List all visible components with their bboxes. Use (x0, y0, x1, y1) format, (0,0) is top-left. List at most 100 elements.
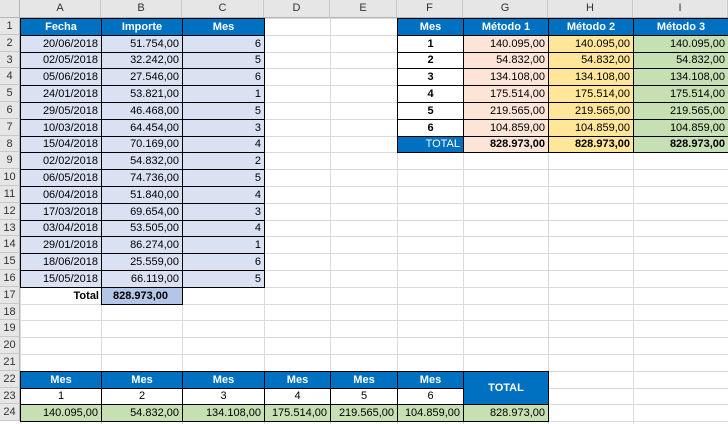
importe-cell[interactable]: 25.559,00 (101, 253, 183, 271)
total-cell[interactable]: 828.973,00 (633, 136, 728, 153)
importe-cell[interactable]: 53.821,00 (101, 85, 183, 103)
importe-cell[interactable]: 51.754,00 (101, 35, 183, 53)
mes-cell[interactable]: 5 (397, 102, 464, 120)
metodo1-cell[interactable]: 175.514,00 (463, 85, 549, 103)
bottom-value-cell[interactable]: 219.565,00 (330, 404, 398, 422)
bottom-month-cell[interactable]: 6 (397, 388, 464, 405)
metodo3-cell[interactable]: 134.108,00 (633, 68, 728, 86)
bottom-header-cell[interactable]: Mes (264, 371, 331, 389)
column-header[interactable]: B (101, 0, 182, 18)
right-header-cell[interactable]: Método 3 (633, 18, 728, 36)
fecha-cell[interactable]: 17/03/2018 (20, 203, 102, 221)
metodo3-cell[interactable]: 219.565,00 (633, 102, 728, 120)
total-value-cell[interactable]: 828.973,00 (101, 287, 183, 305)
row-header[interactable]: 9 (0, 152, 20, 169)
row-header[interactable]: 19 (0, 320, 20, 337)
metodo1-cell[interactable]: 219.565,00 (463, 102, 549, 120)
right-header-cell[interactable]: Mes (397, 18, 464, 36)
mes-cell[interactable]: 1 (397, 35, 464, 53)
mes-cell[interactable]: 4 (397, 85, 464, 103)
row-header[interactable]: 6 (0, 102, 20, 119)
metodo2-cell[interactable]: 104.859,00 (548, 119, 634, 137)
column-header[interactable]: I (633, 0, 728, 18)
mes-cell[interactable]: 6 (182, 253, 265, 271)
bottom-month-cell[interactable]: 5 (330, 388, 398, 405)
mes-cell[interactable]: 5 (182, 270, 265, 288)
mes-cell[interactable]: 2 (182, 152, 265, 170)
metodo1-cell[interactable]: 134.108,00 (463, 68, 549, 86)
mes-cell[interactable]: 2 (397, 52, 464, 69)
mes-cell[interactable]: 4 (182, 220, 265, 237)
row-header[interactable]: 22 (0, 371, 20, 388)
mes-cell[interactable]: 4 (182, 186, 265, 204)
importe-cell[interactable]: 70.169,00 (101, 136, 183, 153)
right-header-cell[interactable]: Método 1 (463, 18, 549, 36)
bottom-month-cell[interactable]: 4 (264, 388, 331, 405)
row-header[interactable]: 1 (0, 18, 20, 35)
total-label[interactable]: Total (73, 290, 99, 302)
row-header[interactable]: 15 (0, 253, 20, 270)
bottom-value-cell[interactable]: 104.859,00 (397, 404, 464, 422)
fecha-cell[interactable]: 29/05/2018 (20, 102, 102, 120)
column-header[interactable]: F (397, 0, 463, 18)
row-header[interactable]: 17 (0, 287, 20, 304)
fecha-cell[interactable]: 02/05/2018 (20, 52, 102, 69)
fecha-cell[interactable]: 10/03/2018 (20, 119, 102, 137)
metodo2-cell[interactable]: 219.565,00 (548, 102, 634, 120)
mes-cell[interactable]: 3 (397, 68, 464, 86)
row-header[interactable]: 18 (0, 304, 20, 320)
mes-cell[interactable]: 6 (397, 119, 464, 137)
bottom-value-cell[interactable]: 134.108,00 (182, 404, 265, 422)
fecha-cell[interactable]: 18/06/2018 (20, 253, 102, 271)
row-header[interactable]: 14 (0, 236, 20, 253)
metodo3-cell[interactable]: 175.514,00 (633, 85, 728, 103)
row-header[interactable]: 21 (0, 354, 20, 371)
importe-cell[interactable]: 32.242,00 (101, 52, 183, 69)
metodo1-cell[interactable]: 104.859,00 (463, 119, 549, 137)
importe-cell[interactable]: 74.736,00 (101, 169, 183, 187)
fecha-cell[interactable]: 06/04/2018 (20, 186, 102, 204)
row-header[interactable]: 13 (0, 220, 20, 236)
importe-cell[interactable]: 64.454,00 (101, 119, 183, 137)
fecha-cell[interactable]: 29/01/2018 (20, 236, 102, 254)
fecha-cell[interactable]: 02/02/2018 (20, 152, 102, 170)
left-header-cell[interactable]: Mes (182, 18, 265, 36)
bottom-total-value[interactable]: 828.973,00 (463, 404, 549, 422)
row-header[interactable]: 12 (0, 203, 20, 220)
mes-cell[interactable]: 3 (182, 203, 265, 221)
metodo1-cell[interactable]: 140.095,00 (463, 35, 549, 53)
total-label[interactable]: TOTAL (397, 136, 464, 153)
importe-cell[interactable]: 53.505,00 (101, 220, 183, 237)
left-header-cell[interactable]: Fecha (20, 18, 102, 36)
fecha-cell[interactable]: 20/06/2018 (20, 35, 102, 53)
total-cell[interactable]: 828.973,00 (548, 136, 634, 153)
row-header[interactable]: 11 (0, 186, 20, 203)
row-header[interactable]: 5 (0, 85, 20, 102)
row-header[interactable]: 10 (0, 169, 20, 186)
row-header[interactable]: 3 (0, 52, 20, 68)
bottom-month-cell[interactable]: 1 (20, 388, 102, 405)
bottom-total-header[interactable]: TOTAL (463, 371, 549, 405)
fecha-cell[interactable]: 15/05/2018 (20, 270, 102, 288)
bottom-value-cell[interactable]: 140.095,00 (20, 404, 102, 422)
column-header[interactable]: A (20, 0, 101, 18)
bottom-header-cell[interactable]: Mes (101, 371, 183, 389)
fecha-cell[interactable]: 03/04/2018 (20, 220, 102, 237)
row-header[interactable]: 20 (0, 337, 20, 354)
importe-cell[interactable]: 66.119,00 (101, 270, 183, 288)
fecha-cell[interactable]: 05/06/2018 (20, 68, 102, 86)
row-header[interactable]: 24 (0, 404, 20, 421)
mes-cell[interactable]: 5 (182, 169, 265, 187)
importe-cell[interactable]: 54.832,00 (101, 152, 183, 170)
right-header-cell[interactable]: Método 2 (548, 18, 634, 36)
row-header[interactable]: 16 (0, 270, 20, 287)
metodo3-cell[interactable]: 104.859,00 (633, 119, 728, 137)
bottom-header-cell[interactable]: Mes (182, 371, 265, 389)
metodo2-cell[interactable]: 140.095,00 (548, 35, 634, 53)
column-header[interactable]: E (330, 0, 397, 18)
row-header[interactable]: 8 (0, 136, 20, 152)
left-header-cell[interactable]: Importe (101, 18, 183, 36)
column-header[interactable]: H (548, 0, 633, 18)
mes-cell[interactable]: 6 (182, 68, 265, 86)
mes-cell[interactable]: 5 (182, 102, 265, 120)
